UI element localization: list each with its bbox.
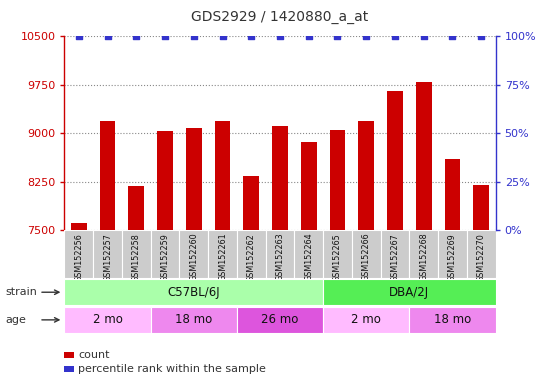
Text: GDS2929 / 1420880_a_at: GDS2929 / 1420880_a_at [192, 10, 368, 23]
Bar [100, 121, 115, 230]
Bar [265, 230, 295, 278]
Bar [352, 230, 381, 278]
Point [362, 33, 371, 40]
Point [333, 33, 342, 40]
Text: GSM152259: GSM152259 [161, 233, 170, 282]
Text: GSM152256: GSM152256 [74, 233, 83, 281]
Point [103, 33, 112, 40]
Bar [381, 230, 409, 278]
Point [247, 33, 256, 40]
Bar [409, 230, 438, 278]
Bar [445, 159, 460, 230]
Point [218, 33, 227, 40]
Point [189, 33, 198, 40]
Point [477, 33, 486, 40]
Text: 2 mo: 2 mo [92, 313, 123, 326]
Bar [71, 223, 87, 230]
Text: GSM152263: GSM152263 [276, 233, 284, 281]
Point [74, 33, 83, 40]
Bar [64, 307, 151, 333]
Point [161, 33, 170, 40]
Bar [387, 91, 403, 230]
Text: age: age [6, 315, 26, 325]
Bar [128, 187, 144, 230]
Bar [64, 279, 323, 305]
Text: GSM152264: GSM152264 [304, 233, 313, 281]
Bar [93, 230, 122, 278]
Bar [358, 121, 374, 230]
Text: strain: strain [6, 287, 38, 297]
Text: count: count [78, 350, 110, 360]
Bar [467, 230, 496, 278]
Text: 18 mo: 18 mo [175, 313, 212, 326]
Bar [416, 82, 432, 230]
Text: DBA/2J: DBA/2J [389, 286, 430, 299]
Text: GSM152257: GSM152257 [103, 233, 112, 282]
Point [390, 33, 399, 40]
Bar [151, 230, 179, 278]
Bar [323, 307, 409, 333]
Bar [409, 307, 496, 333]
Point [132, 33, 141, 40]
Bar [122, 230, 151, 278]
Bar [208, 230, 237, 278]
Text: GSM152269: GSM152269 [448, 233, 457, 281]
Bar [179, 230, 208, 278]
Bar [301, 142, 316, 230]
Bar [272, 126, 288, 230]
Bar [64, 230, 93, 278]
Bar [157, 131, 173, 230]
Text: 18 mo: 18 mo [434, 313, 471, 326]
Text: GSM152270: GSM152270 [477, 233, 486, 281]
Point [304, 33, 313, 40]
Bar [151, 307, 237, 333]
Bar [244, 176, 259, 230]
Bar [323, 230, 352, 278]
Text: GSM152258: GSM152258 [132, 233, 141, 281]
Text: GSM152265: GSM152265 [333, 233, 342, 281]
Text: C57BL/6J: C57BL/6J [167, 286, 220, 299]
Text: 2 mo: 2 mo [351, 313, 381, 326]
Point [419, 33, 428, 40]
Bar [186, 128, 202, 230]
Bar [330, 129, 346, 230]
Text: GSM152262: GSM152262 [247, 233, 256, 281]
Bar [237, 307, 323, 333]
Text: GSM152261: GSM152261 [218, 233, 227, 281]
Bar [438, 230, 467, 278]
Text: GSM152267: GSM152267 [390, 233, 399, 281]
Text: GSM152260: GSM152260 [189, 233, 198, 281]
Text: percentile rank within the sample: percentile rank within the sample [78, 364, 266, 374]
Point [448, 33, 457, 40]
Bar [295, 230, 323, 278]
Bar [473, 185, 489, 230]
Text: GSM152266: GSM152266 [362, 233, 371, 281]
Bar [323, 279, 496, 305]
Bar [237, 230, 265, 278]
Text: GSM152268: GSM152268 [419, 233, 428, 281]
Point [276, 33, 284, 40]
Bar [214, 121, 230, 230]
Text: 26 mo: 26 mo [262, 313, 298, 326]
